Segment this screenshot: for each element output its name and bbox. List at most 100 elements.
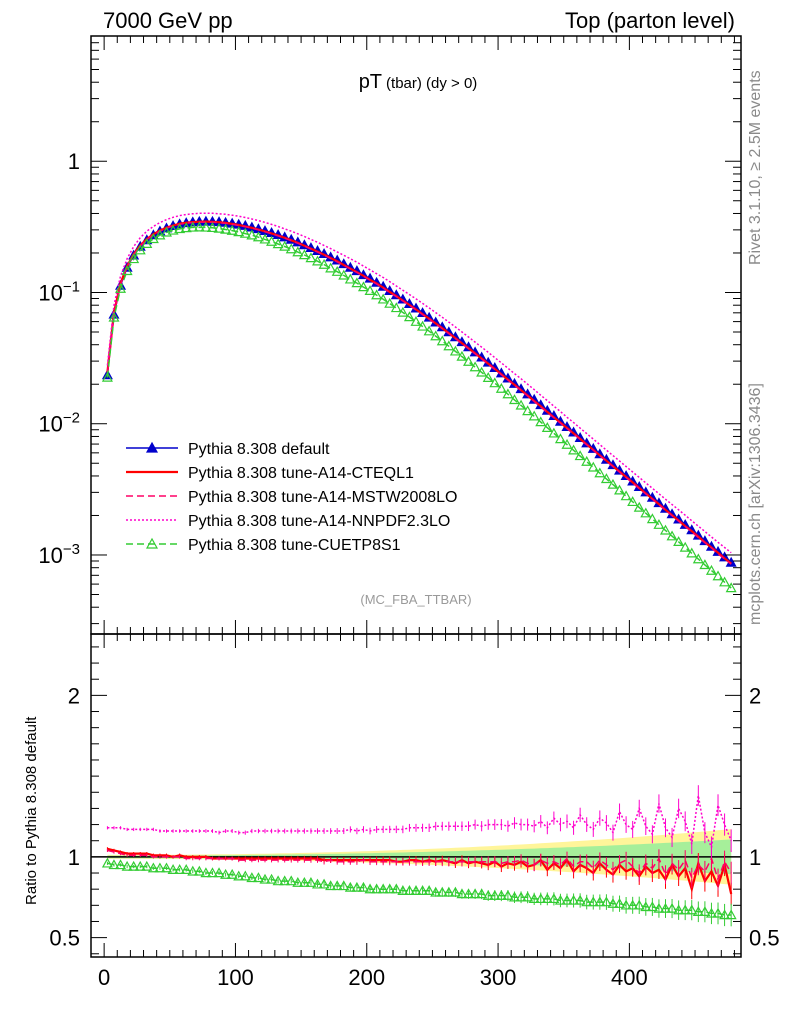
series-line-4 (106, 212, 732, 554)
series-5-marker (160, 226, 173, 237)
ratio-marker (403, 885, 415, 895)
series-5-marker (482, 372, 494, 382)
ratio-marker (699, 906, 711, 916)
series-5-marker (200, 221, 212, 232)
ratio-marker (449, 886, 461, 897)
series-5-marker (627, 496, 639, 507)
ratio-marker (673, 904, 685, 915)
series-5-marker (587, 461, 599, 472)
ratio-marker (397, 885, 409, 895)
series-5-marker (128, 253, 140, 264)
series-5-marker (659, 524, 672, 535)
ratio-marker (160, 862, 173, 873)
series-5-marker (443, 340, 455, 351)
x-tick-label: 200 (348, 965, 385, 990)
series-5-marker (476, 366, 488, 377)
ratio-marker (686, 904, 698, 915)
ratio-marker (233, 870, 245, 881)
legend-label-3: Pythia 8.308 tune-A14-MSTW2008LO (188, 489, 457, 506)
header-right-text: Top (parton level) (565, 8, 735, 33)
ratio-marker (482, 889, 494, 900)
ratio-marker (298, 876, 310, 887)
ratio-y-tick-label-right: 0.5 (749, 926, 780, 951)
series-5-marker (705, 564, 717, 575)
ratio-marker (581, 896, 593, 907)
ratio-marker (311, 878, 324, 889)
ratio-line-3 (107, 795, 732, 850)
ratio-marker (679, 904, 691, 915)
ratio-marker (705, 907, 717, 918)
series-5-marker (666, 530, 678, 541)
ratio-marker (574, 894, 586, 905)
series-5-marker (574, 450, 586, 461)
ratio-marker (292, 876, 304, 887)
ratio-marker (463, 888, 475, 899)
legend: Pythia 8.308 default Pythia 8.308 tune-A1… (126, 441, 457, 554)
ratio-marker (338, 880, 350, 891)
series-5-marker (311, 255, 324, 266)
ratio-marker (371, 883, 383, 894)
series-5-marker (180, 222, 192, 233)
series-5-marker (377, 293, 389, 304)
analysis-tag: (MC_FBA_TTBAR) (360, 592, 471, 607)
series-5-marker (502, 388, 514, 399)
series-5-marker (548, 427, 560, 438)
ratio-marker (417, 885, 429, 895)
series-5-marker (522, 405, 534, 416)
ratio-marker (246, 872, 258, 883)
series-5-marker (285, 243, 297, 254)
y-tick-label: 1 (68, 149, 80, 174)
rivet-note: Rivet 3.1.10, ≥ 2.5M events (747, 70, 764, 265)
legend-marker-5 (145, 537, 159, 549)
ratio-marker (167, 864, 179, 874)
series-5-marker (206, 222, 218, 233)
series-5-marker (115, 282, 127, 293)
ratio-marker (331, 880, 343, 891)
ratio-line-4 (107, 862, 732, 916)
ratio-marker (692, 906, 704, 916)
series-5-marker (213, 222, 225, 233)
ratio-marker (541, 893, 553, 904)
ratio-marker (279, 875, 291, 886)
ratio-marker (213, 867, 225, 878)
ratio-marker (640, 901, 652, 912)
series-5-marker (403, 311, 415, 322)
ratio-marker (508, 891, 521, 902)
ratio-marker (600, 896, 612, 907)
series-5-marker (344, 273, 356, 284)
series-5-marker (108, 311, 120, 322)
series-5-marker (357, 281, 369, 292)
x-tick-label: 100 (217, 965, 254, 990)
ratio-marker (101, 857, 113, 868)
x-tick-label: 400 (611, 965, 648, 990)
series-5-marker (725, 582, 737, 593)
series-5-marker (541, 422, 553, 432)
header-left-text: 7000 GeV pp (103, 8, 233, 33)
series-5-marker (279, 240, 291, 251)
ratio-marker (351, 881, 363, 892)
legend-label-5: Pythia 8.308 tune-CUETP8S1 (188, 537, 401, 554)
series-5-marker (259, 233, 271, 244)
ratio-marker (187, 865, 199, 876)
ratio-marker (712, 907, 724, 918)
ratio-marker (522, 891, 534, 902)
ratio-marker (548, 893, 560, 904)
main-series-group (101, 212, 737, 593)
series-5-marker (692, 553, 704, 564)
ratio-y-axis-label: Ratio to Pythia 8.308 default (23, 716, 40, 905)
ratio-marker (259, 873, 271, 884)
series-5-marker (246, 229, 258, 240)
ratio-marker (180, 864, 192, 874)
series-5-marker (121, 265, 133, 276)
series-5-marker (456, 350, 468, 361)
series-5-marker (134, 244, 146, 255)
series-5-marker (469, 361, 481, 372)
ratio-series-group (91, 785, 741, 927)
legend-label-1: Pythia 8.308 default (188, 441, 330, 458)
ratio-marker (285, 875, 297, 886)
ratio-marker (252, 872, 264, 883)
ratio-marker (377, 883, 389, 894)
ratio-marker (469, 888, 481, 899)
ratio-marker (568, 894, 580, 905)
